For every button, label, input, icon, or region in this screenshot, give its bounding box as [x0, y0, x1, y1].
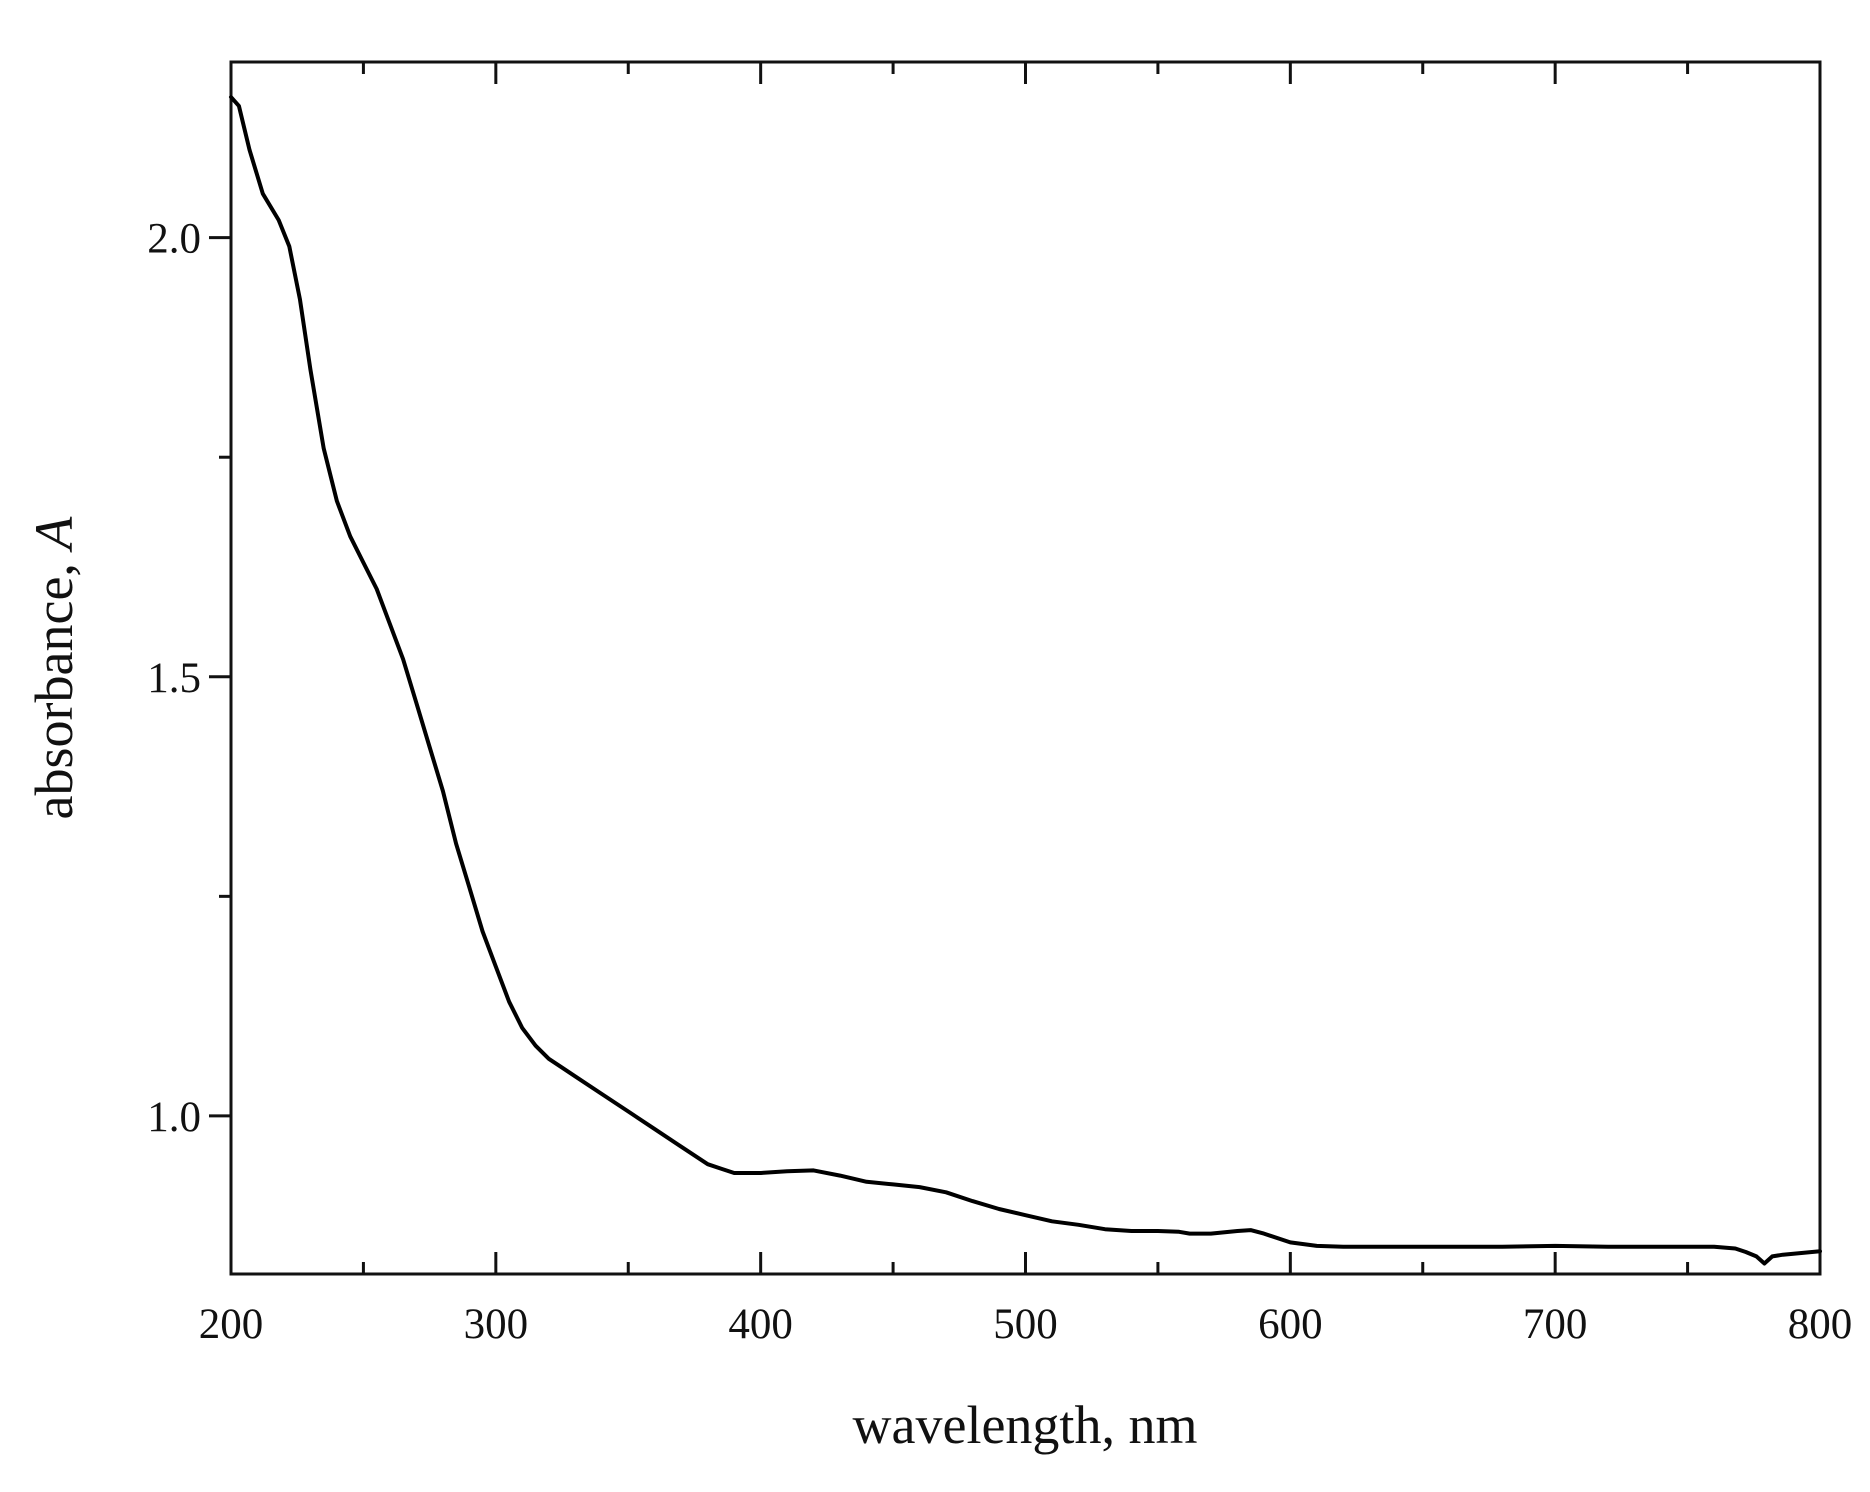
axis-tick-labels: 200 300 400 500 600 700 800 1.0 1.5 2.0	[147, 216, 1852, 1348]
y-tick-label: 2.0	[147, 216, 201, 263]
y-axis-title-symbol: A	[24, 516, 84, 553]
x-tick-label: 700	[1523, 1301, 1588, 1348]
x-tick-label: 400	[728, 1301, 793, 1348]
x-tick-label: 600	[1258, 1301, 1323, 1348]
y-tick-label: 1.0	[147, 1094, 201, 1141]
x-axis-title: wavelength, nm	[853, 1395, 1198, 1455]
plot-frame	[229, 60, 1822, 1276]
y-axis-title: absorbance, A	[24, 516, 84, 820]
y-axis-title-text: absorbance,	[24, 550, 84, 820]
x-tick-label: 200	[199, 1301, 264, 1348]
y-tick-label: 1.5	[147, 655, 201, 702]
x-tick-label: 300	[464, 1301, 529, 1348]
x-tick-label: 500	[993, 1301, 1058, 1348]
absorbance-curve	[229, 95, 1822, 1266]
x-tick-label: 800	[1788, 1301, 1853, 1348]
axis-ticks	[209, 62, 1822, 1274]
